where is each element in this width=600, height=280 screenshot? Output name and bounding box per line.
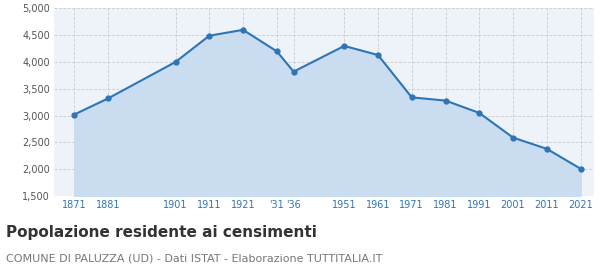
Text: Popolazione residente ai censimenti: Popolazione residente ai censimenti [6,225,317,241]
Text: COMUNE DI PALUZZA (UD) - Dati ISTAT - Elaborazione TUTTITALIA.IT: COMUNE DI PALUZZA (UD) - Dati ISTAT - El… [6,253,382,263]
